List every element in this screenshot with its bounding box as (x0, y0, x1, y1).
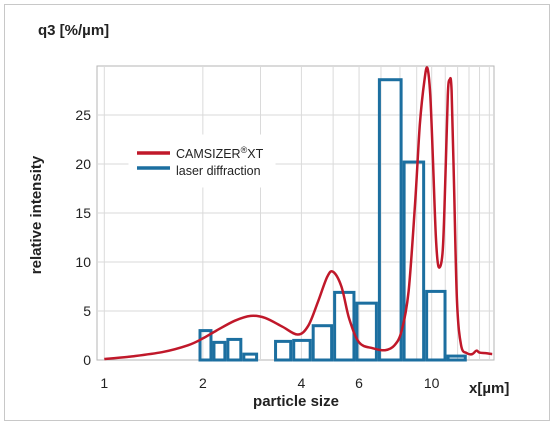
histogram-bar (274, 339, 293, 362)
x-tick-label: 6 (355, 375, 363, 391)
histogram-bar (242, 352, 259, 362)
chart-frame: q3 [%/µm] relative intensity particle si… (4, 4, 550, 421)
y-tick-label: 5 (83, 303, 91, 319)
histogram-bar (292, 338, 312, 362)
y-unit-label: q3 [%/µm] (38, 22, 109, 39)
y-axis-title: relative intensity (28, 155, 45, 274)
histogram-bar (226, 337, 243, 362)
camsizer-line (104, 66, 493, 361)
x-unit-label: x[µm] (469, 380, 509, 397)
legend: CAMSIZER®XT laser diffraction (128, 134, 276, 188)
histogram-bar (311, 324, 334, 362)
histogram-bar (402, 160, 426, 362)
histogram-bar (355, 301, 378, 362)
x-tick-label: 10 (424, 375, 440, 391)
histogram-bar (198, 329, 213, 362)
legend-label-camsizer-main: CAMSIZER (176, 147, 241, 161)
histogram-bar (212, 340, 227, 362)
y-tick-label: 25 (75, 107, 91, 123)
legend-label-camsizer: CAMSIZER®XT (176, 145, 264, 161)
legend-label-camsizer-tail: XT (247, 147, 263, 161)
x-axis-title: particle size (253, 393, 339, 410)
legend-box (128, 134, 276, 188)
y-tick-label: 10 (75, 254, 91, 270)
y-tick-label: 0 (83, 352, 91, 368)
chart: q3 [%/µm] relative intensity particle si… (28, 22, 509, 410)
legend-label-laser: laser diffraction (176, 164, 261, 178)
histogram-bar (446, 354, 467, 362)
histogram-bar (425, 289, 447, 362)
histogram-bar (377, 78, 403, 362)
x-tick-label: 1 (100, 375, 108, 391)
x-tick-label: 2 (199, 375, 207, 391)
y-tick-label: 20 (75, 156, 91, 172)
plot-area: 0 5 10 15 20 25 1 2 4 6 10 (75, 65, 495, 391)
x-tick-label: 4 (298, 375, 306, 391)
legend-label-camsizer-sup: ® (241, 145, 248, 155)
y-tick-label: 15 (75, 205, 91, 221)
